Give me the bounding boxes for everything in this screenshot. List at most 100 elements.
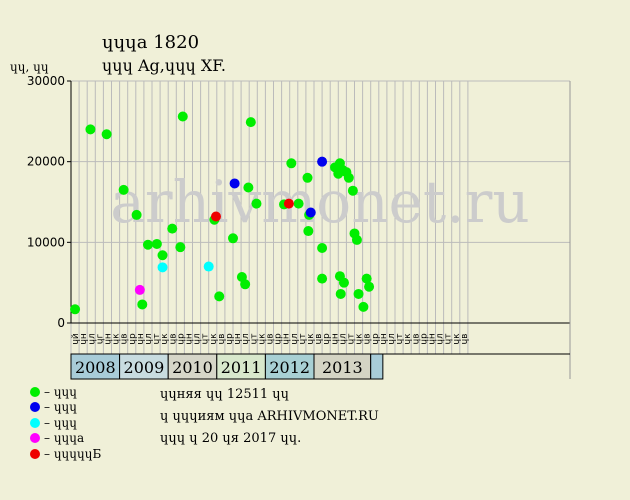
data-point bbox=[338, 277, 349, 288]
data-point bbox=[302, 172, 313, 183]
month-label: ɥв bbox=[217, 333, 227, 344]
year-band bbox=[119, 353, 169, 380]
month-label: ɥр bbox=[322, 333, 332, 345]
y-tick-label: 10000 bbox=[27, 235, 65, 249]
legend-item-0: – ɥɥɥ bbox=[30, 384, 101, 400]
y-axis-unit-label: ɥɥ, ɥɥ bbox=[10, 60, 49, 74]
month-label: ɥн bbox=[330, 333, 340, 345]
month-label: ɥт bbox=[201, 334, 211, 345]
data-point bbox=[286, 158, 297, 169]
data-point bbox=[157, 250, 168, 261]
month-label: ɥр bbox=[419, 333, 429, 345]
data-point bbox=[177, 111, 188, 122]
month-label: ɥр bbox=[176, 333, 186, 345]
year-band bbox=[264, 353, 315, 380]
month-label: ɥк bbox=[209, 333, 219, 345]
month-label: ɥл bbox=[241, 333, 251, 344]
year-band bbox=[313, 353, 372, 380]
month-label: ɥв bbox=[314, 333, 324, 344]
year-label: 2009 bbox=[124, 358, 165, 377]
month-label: ɥн bbox=[282, 333, 292, 345]
month-label: ɥл bbox=[338, 333, 348, 344]
info-block: ɥɥняя ɥɥ 12511 ɥɥ ɥ ɥɥɥиям ɥɥа ARHIVMONE… bbox=[160, 384, 379, 450]
data-point bbox=[335, 288, 346, 299]
month-label: ɥк bbox=[355, 333, 365, 345]
data-point bbox=[167, 223, 178, 234]
info-line-2: ɥ ɥɥɥиям ɥɥа ARHIVMONET.RU bbox=[160, 409, 379, 424]
data-point bbox=[85, 124, 96, 135]
month-label: ɥк bbox=[306, 333, 316, 345]
data-point bbox=[317, 273, 328, 284]
data-point bbox=[240, 279, 251, 290]
data-point bbox=[303, 226, 314, 237]
month-label: ɥл bbox=[193, 333, 203, 344]
data-point bbox=[228, 233, 238, 244]
month-label: ɥр bbox=[274, 333, 284, 345]
chart-title: ɥɥɥа 1820 bbox=[102, 32, 200, 53]
month-label: ɥн bbox=[103, 333, 113, 345]
legend-label: – ɥɥɥ bbox=[44, 384, 77, 399]
data-point bbox=[214, 291, 225, 302]
month-label: ɥт bbox=[249, 334, 259, 345]
data-point bbox=[142, 239, 153, 250]
data-point bbox=[70, 304, 81, 315]
month-label: ɥр bbox=[371, 333, 381, 345]
year-band bbox=[167, 353, 218, 380]
month-label: ɥв bbox=[168, 333, 178, 344]
data-point bbox=[131, 209, 142, 220]
month-label: ɥв bbox=[265, 333, 275, 344]
y-tick-label: 30000 bbox=[27, 74, 65, 88]
month-label: ɥв bbox=[460, 333, 470, 344]
year-label: 2008 bbox=[75, 358, 116, 377]
data-point bbox=[317, 242, 328, 253]
month-label: ɥн bbox=[184, 333, 194, 345]
data-point bbox=[175, 242, 186, 253]
month-label: ɥн bbox=[379, 333, 389, 345]
data-point bbox=[137, 299, 148, 310]
month-label: ɥв bbox=[363, 333, 373, 344]
month-label: ɥв bbox=[120, 333, 130, 344]
month-label: ɥй bbox=[71, 333, 81, 345]
data-point bbox=[243, 182, 254, 193]
data-point bbox=[293, 198, 304, 209]
year-label: 2013 bbox=[322, 358, 363, 377]
legend-dot-icon bbox=[30, 402, 40, 413]
year-band bbox=[370, 353, 384, 380]
month-label: ɥн bbox=[233, 333, 243, 345]
month-label: ɥк bbox=[452, 333, 462, 345]
legend-dot-icon bbox=[30, 433, 40, 444]
data-point bbox=[353, 288, 364, 299]
month-label: ɥт bbox=[444, 334, 454, 345]
month-label: ɥт bbox=[298, 334, 308, 345]
legend-label: – ɥɥɥɥɥБ bbox=[44, 446, 102, 461]
month-label: ɥт bbox=[152, 334, 162, 345]
month-label: ɥл bbox=[387, 333, 397, 344]
data-point bbox=[361, 273, 372, 284]
month-label: ɥк bbox=[112, 333, 122, 345]
legend-item-1: – ɥɥɥ bbox=[30, 400, 101, 416]
data-point bbox=[101, 129, 112, 140]
month-label: ɥг bbox=[95, 334, 105, 345]
month-label: ɥр bbox=[225, 333, 235, 345]
month-label: ɥн bbox=[136, 333, 146, 345]
legend-item-3: – ɥɥɥа bbox=[30, 431, 101, 447]
data-point bbox=[305, 207, 316, 218]
month-label: ɥк bbox=[403, 333, 413, 345]
month-label: ɥт bbox=[395, 334, 405, 345]
month-label: ɥл bbox=[436, 333, 446, 344]
chart-subtitle: ɥɥɥ Ag,ɥɥɥ XF. bbox=[102, 56, 226, 75]
data-point bbox=[351, 234, 362, 245]
month-label: ɥл bbox=[144, 333, 154, 344]
legend-label: – ɥɥɥ bbox=[44, 400, 77, 415]
year-label: 2012 bbox=[269, 358, 310, 377]
legend-label: – ɥɥɥ bbox=[44, 415, 77, 430]
watermark-text: arhivmonet.ru bbox=[110, 168, 529, 236]
year-band bbox=[216, 353, 266, 380]
month-label: ɥн bbox=[79, 333, 89, 345]
legend: – ɥɥɥ – ɥɥɥ – ɥɥɥ – ɥɥɥа – ɥɥɥɥɥБ bbox=[30, 384, 101, 462]
data-point bbox=[210, 211, 221, 222]
data-point bbox=[134, 284, 145, 295]
data-point bbox=[151, 238, 162, 249]
month-label: ɥк bbox=[160, 333, 170, 345]
data-point bbox=[157, 262, 168, 273]
